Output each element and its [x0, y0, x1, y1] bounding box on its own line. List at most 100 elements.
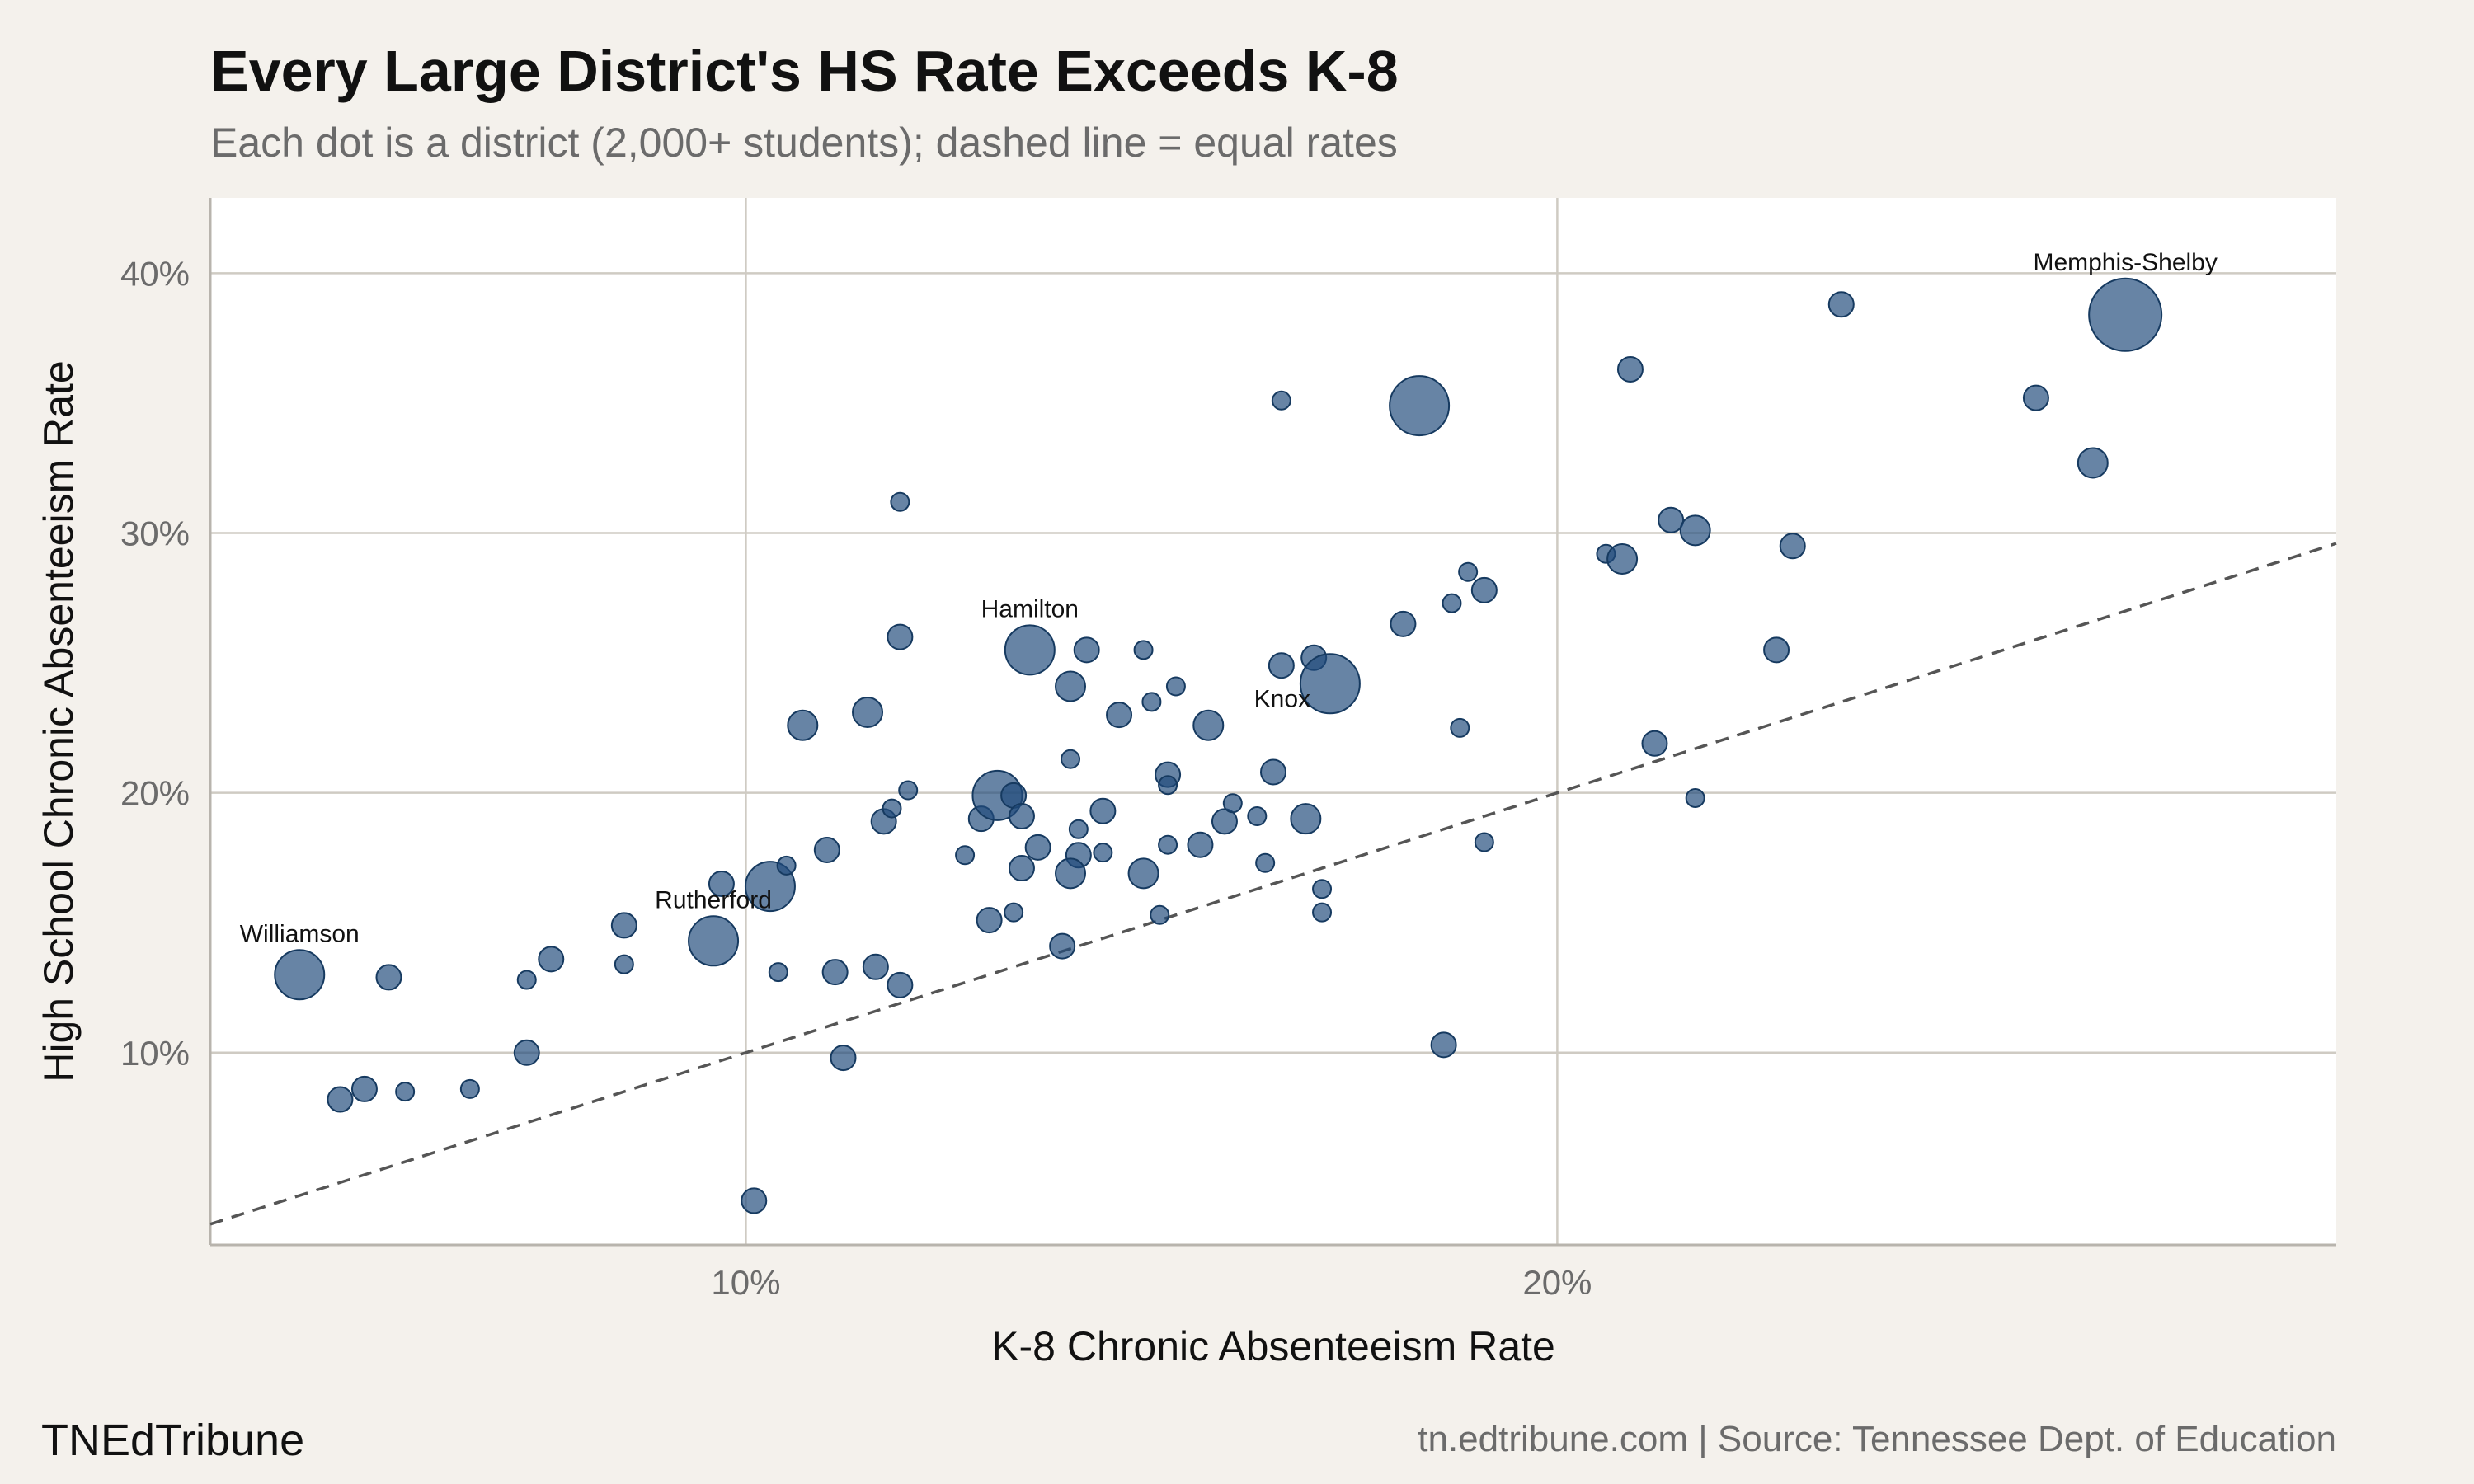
district-point: [776, 855, 797, 876]
district-point: [787, 709, 819, 741]
district-point: [2088, 277, 2163, 352]
district-point: [1192, 709, 1225, 741]
district-point: [898, 780, 919, 801]
district-point: [327, 1086, 354, 1113]
district-point: [1389, 375, 1451, 437]
district-point: [1068, 819, 1089, 839]
grid-lines: [210, 198, 2336, 1245]
district-point: [1450, 717, 1470, 738]
y-tick-label: 30%: [120, 514, 190, 553]
district-point: [1061, 749, 1081, 769]
district-point: [1679, 514, 1711, 547]
district-point: [610, 912, 637, 939]
district-point: [821, 959, 849, 986]
district-point: [1763, 636, 1790, 664]
district-point: [1158, 834, 1178, 855]
district-point: [688, 915, 740, 967]
district-point: [1271, 390, 1291, 411]
source-credit: tn.edtribune.com | Source: Tennessee Dep…: [1418, 1419, 2336, 1459]
district-point: [1312, 879, 1333, 899]
district-point: [350, 1075, 378, 1102]
equal-rates-reference-line: [209, 542, 2337, 1226]
district-point: [1004, 624, 1056, 676]
district-point: [1474, 832, 1494, 852]
district-point: [1255, 852, 1276, 873]
district-point: [375, 964, 402, 991]
brand-name: TNEdTribune: [41, 1416, 304, 1465]
district-point: [1055, 670, 1087, 702]
district-point: [1779, 533, 1806, 560]
district-point: [1247, 806, 1268, 827]
district-point: [1470, 576, 1498, 603]
reference-line-group: [209, 542, 2337, 1226]
district-point: [1390, 610, 1417, 637]
district-point: [1616, 355, 1644, 383]
district-point: [1211, 808, 1238, 835]
district-point: [1049, 932, 1076, 960]
x-tick-label: 10%: [711, 1263, 780, 1302]
district-point: [538, 946, 565, 973]
district-point: [2022, 384, 2049, 411]
district-point: [1106, 702, 1133, 729]
district-point: [1685, 787, 1705, 808]
district-point: [955, 845, 976, 866]
district-point: [1165, 676, 1186, 697]
data-points: [274, 277, 2163, 1214]
district-point: [614, 954, 634, 974]
district-point: [1827, 291, 1855, 318]
district-point: [1606, 543, 1639, 575]
district-point: [768, 962, 788, 983]
district-point: [1133, 640, 1154, 660]
district-point: [1290, 803, 1322, 835]
district-point: [1150, 904, 1170, 925]
district-point: [2077, 447, 2109, 479]
district-point: [1268, 652, 1295, 679]
district-point: [1093, 843, 1113, 863]
y-tick-label: 10%: [120, 1034, 190, 1073]
district-point: [1299, 653, 1361, 715]
district-point: [1008, 803, 1035, 830]
district-point: [1158, 775, 1178, 796]
district-point: [708, 870, 735, 897]
district-label: Williamson: [240, 920, 360, 947]
district-point: [887, 971, 914, 998]
district-point: [1222, 793, 1243, 814]
x-axis-title: K-8 Chronic Absenteeism Rate: [991, 1323, 1555, 1369]
y-axis-title: High School Chronic Absenteeism Rate: [35, 360, 82, 1082]
district-point: [1658, 506, 1685, 533]
district-point: [1141, 692, 1162, 712]
district-point: [890, 491, 910, 512]
district-point: [887, 623, 914, 650]
district-point: [1641, 730, 1668, 757]
district-label: Hamilton: [981, 595, 1079, 622]
district-point: [830, 1045, 857, 1072]
district-point: [813, 836, 840, 863]
tick-labels: 10% 20% 30% 40% 10% 20%: [120, 254, 1592, 1302]
district-point: [516, 970, 537, 990]
y-tick-label: 20%: [120, 774, 190, 813]
district-point: [1073, 636, 1100, 664]
district-point: [1008, 855, 1035, 882]
district-label: Rutherford: [655, 886, 772, 913]
district-point: [862, 953, 889, 980]
district-point: [1458, 561, 1479, 582]
district-point: [513, 1039, 540, 1066]
district-label: Memphis-Shelby: [2033, 249, 2217, 276]
district-point: [1312, 902, 1333, 923]
district-point: [1055, 857, 1087, 890]
chart-title: Every Large District's HS Rate Exceeds K…: [210, 39, 1399, 103]
district-point: [1024, 834, 1051, 861]
district-point: [976, 907, 1003, 934]
district-point: [1442, 593, 1462, 613]
district-label: Knox: [1254, 685, 1310, 712]
chart-subtitle: Each dot is a district (2,000+ students)…: [210, 120, 1398, 166]
district-point: [741, 1187, 768, 1214]
district-point: [882, 798, 902, 819]
district-point: [1187, 831, 1214, 858]
district-point: [459, 1078, 480, 1099]
y-tick-label: 40%: [120, 254, 190, 293]
x-tick-label: 20%: [1522, 1263, 1592, 1302]
district-point: [274, 949, 326, 1001]
